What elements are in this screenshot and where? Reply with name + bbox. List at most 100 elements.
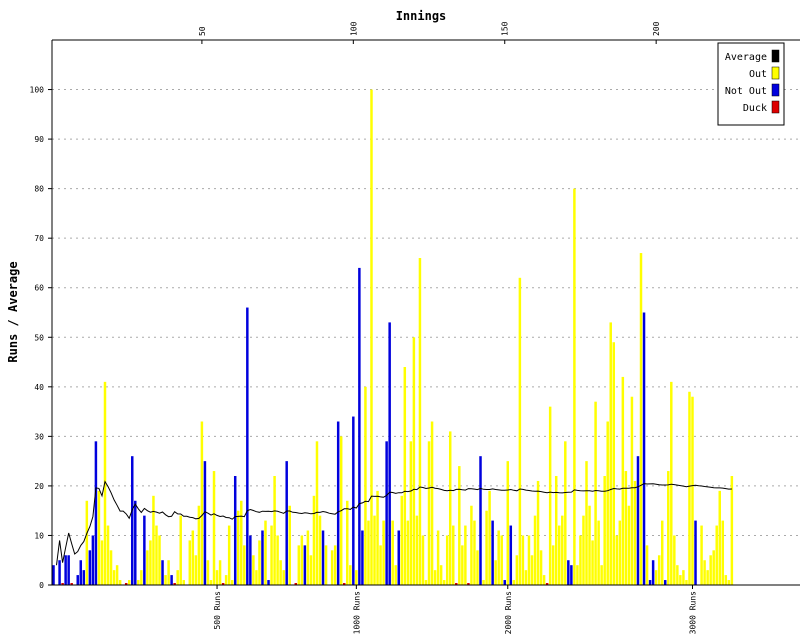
- legend-swatch: [771, 83, 780, 97]
- average-line-group: [56, 480, 732, 566]
- not-out-bar: [567, 560, 570, 585]
- not-out-bar: [361, 530, 364, 585]
- out-bar: [309, 555, 313, 585]
- out-bar: [276, 535, 279, 585]
- innings-tick-label: 100: [349, 21, 358, 36]
- duck-bar: [342, 583, 346, 585]
- out-bar: [367, 520, 370, 585]
- out-bar: [179, 515, 182, 585]
- out-bar: [482, 580, 485, 585]
- duck-bar: [467, 583, 470, 585]
- legend: Average Out Not Out Duck: [717, 42, 785, 126]
- out-bar: [252, 555, 255, 585]
- out-bar: [458, 466, 461, 585]
- runs-tick-label: 500 Runs: [213, 591, 222, 630]
- innings-tick-label: 150: [501, 21, 510, 36]
- not-out-bar: [94, 441, 98, 585]
- not-out-bar: [76, 575, 79, 585]
- out-bar: [112, 570, 116, 585]
- y-axis-title: Runs / Average: [6, 261, 20, 362]
- out-bar: [430, 421, 434, 585]
- out-bar: [497, 530, 500, 585]
- out-bar: [315, 441, 319, 585]
- not-out-bar: [91, 535, 95, 585]
- out-bar: [473, 520, 476, 585]
- out-bar: [237, 510, 240, 585]
- out-bar: [645, 545, 649, 585]
- not-out-bar: [143, 515, 146, 585]
- not-out-bar: [385, 441, 388, 585]
- out-bar: [676, 565, 679, 585]
- out-bar: [603, 476, 606, 585]
- out-bar: [564, 441, 567, 585]
- out-bar: [152, 495, 155, 585]
- duck-bar: [173, 583, 176, 585]
- y-tick-label: 60: [34, 284, 44, 293]
- y-tick-label: 80: [34, 185, 44, 194]
- legend-swatch: [771, 49, 780, 63]
- out-bar: [582, 515, 585, 585]
- out-bar: [370, 89, 373, 585]
- out-bar: [600, 565, 603, 585]
- out-bar: [691, 396, 694, 585]
- out-bar: [137, 580, 140, 585]
- out-bar: [300, 535, 304, 585]
- out-bar: [612, 342, 615, 585]
- runs-axis-ticks: 500 Runs 1000 Runs 2000 Runs 3000 Runs: [213, 585, 697, 634]
- out-bar: [573, 188, 576, 586]
- out-bar: [539, 550, 543, 585]
- out-bar: [730, 476, 734, 585]
- out-bar: [312, 495, 316, 585]
- not-out-bar: [285, 461, 288, 585]
- runs-tick-label: 1000 Runs: [352, 591, 361, 635]
- out-bar: [521, 535, 525, 585]
- innings-tick-label: 200: [652, 21, 661, 36]
- out-bar: [324, 545, 328, 585]
- out-bar: [118, 580, 122, 585]
- out-bar: [264, 520, 267, 585]
- out-bar: [346, 500, 349, 585]
- not-out-bar: [261, 530, 264, 585]
- out-bar: [618, 520, 622, 585]
- out-bar: [206, 560, 210, 585]
- not-out-bar: [88, 550, 92, 585]
- out-bar: [464, 525, 467, 585]
- not-out-bar: [82, 570, 86, 585]
- innings-axis-ticks: 50 100 150 200: [198, 21, 661, 44]
- not-out-bar: [491, 520, 494, 585]
- out-bar: [712, 550, 715, 585]
- out-bar: [639, 253, 643, 585]
- duck-bar: [294, 583, 298, 585]
- out-bar: [654, 570, 658, 585]
- duck-bar: [70, 583, 73, 585]
- not-out-bar: [570, 565, 573, 585]
- out-bar: [657, 555, 661, 585]
- out-bar: [403, 367, 407, 585]
- out-bar: [542, 575, 546, 585]
- out-bar: [588, 505, 591, 585]
- out-bar: [400, 495, 404, 585]
- axes: [51, 39, 800, 586]
- out-bar: [412, 337, 416, 585]
- not-out-bar: [203, 461, 207, 585]
- out-bar: [609, 322, 612, 585]
- not-out-bar: [503, 580, 506, 585]
- out-bar: [724, 575, 728, 585]
- out-bar: [439, 565, 443, 585]
- out-bar: [633, 480, 637, 585]
- out-bar: [476, 550, 479, 585]
- duck-bar: [545, 583, 549, 585]
- duck-bar: [455, 583, 458, 585]
- out-bar: [530, 555, 534, 585]
- out-bar: [518, 277, 522, 585]
- out-bar: [376, 490, 379, 585]
- out-bar: [448, 431, 452, 585]
- not-out-bar: [663, 580, 667, 585]
- average-line: [56, 480, 732, 566]
- out-bar: [282, 570, 285, 585]
- out-bar: [579, 535, 582, 585]
- out-bar: [215, 570, 219, 585]
- out-bar: [279, 560, 282, 585]
- not-out-bar: [267, 580, 270, 585]
- out-bar: [158, 535, 161, 585]
